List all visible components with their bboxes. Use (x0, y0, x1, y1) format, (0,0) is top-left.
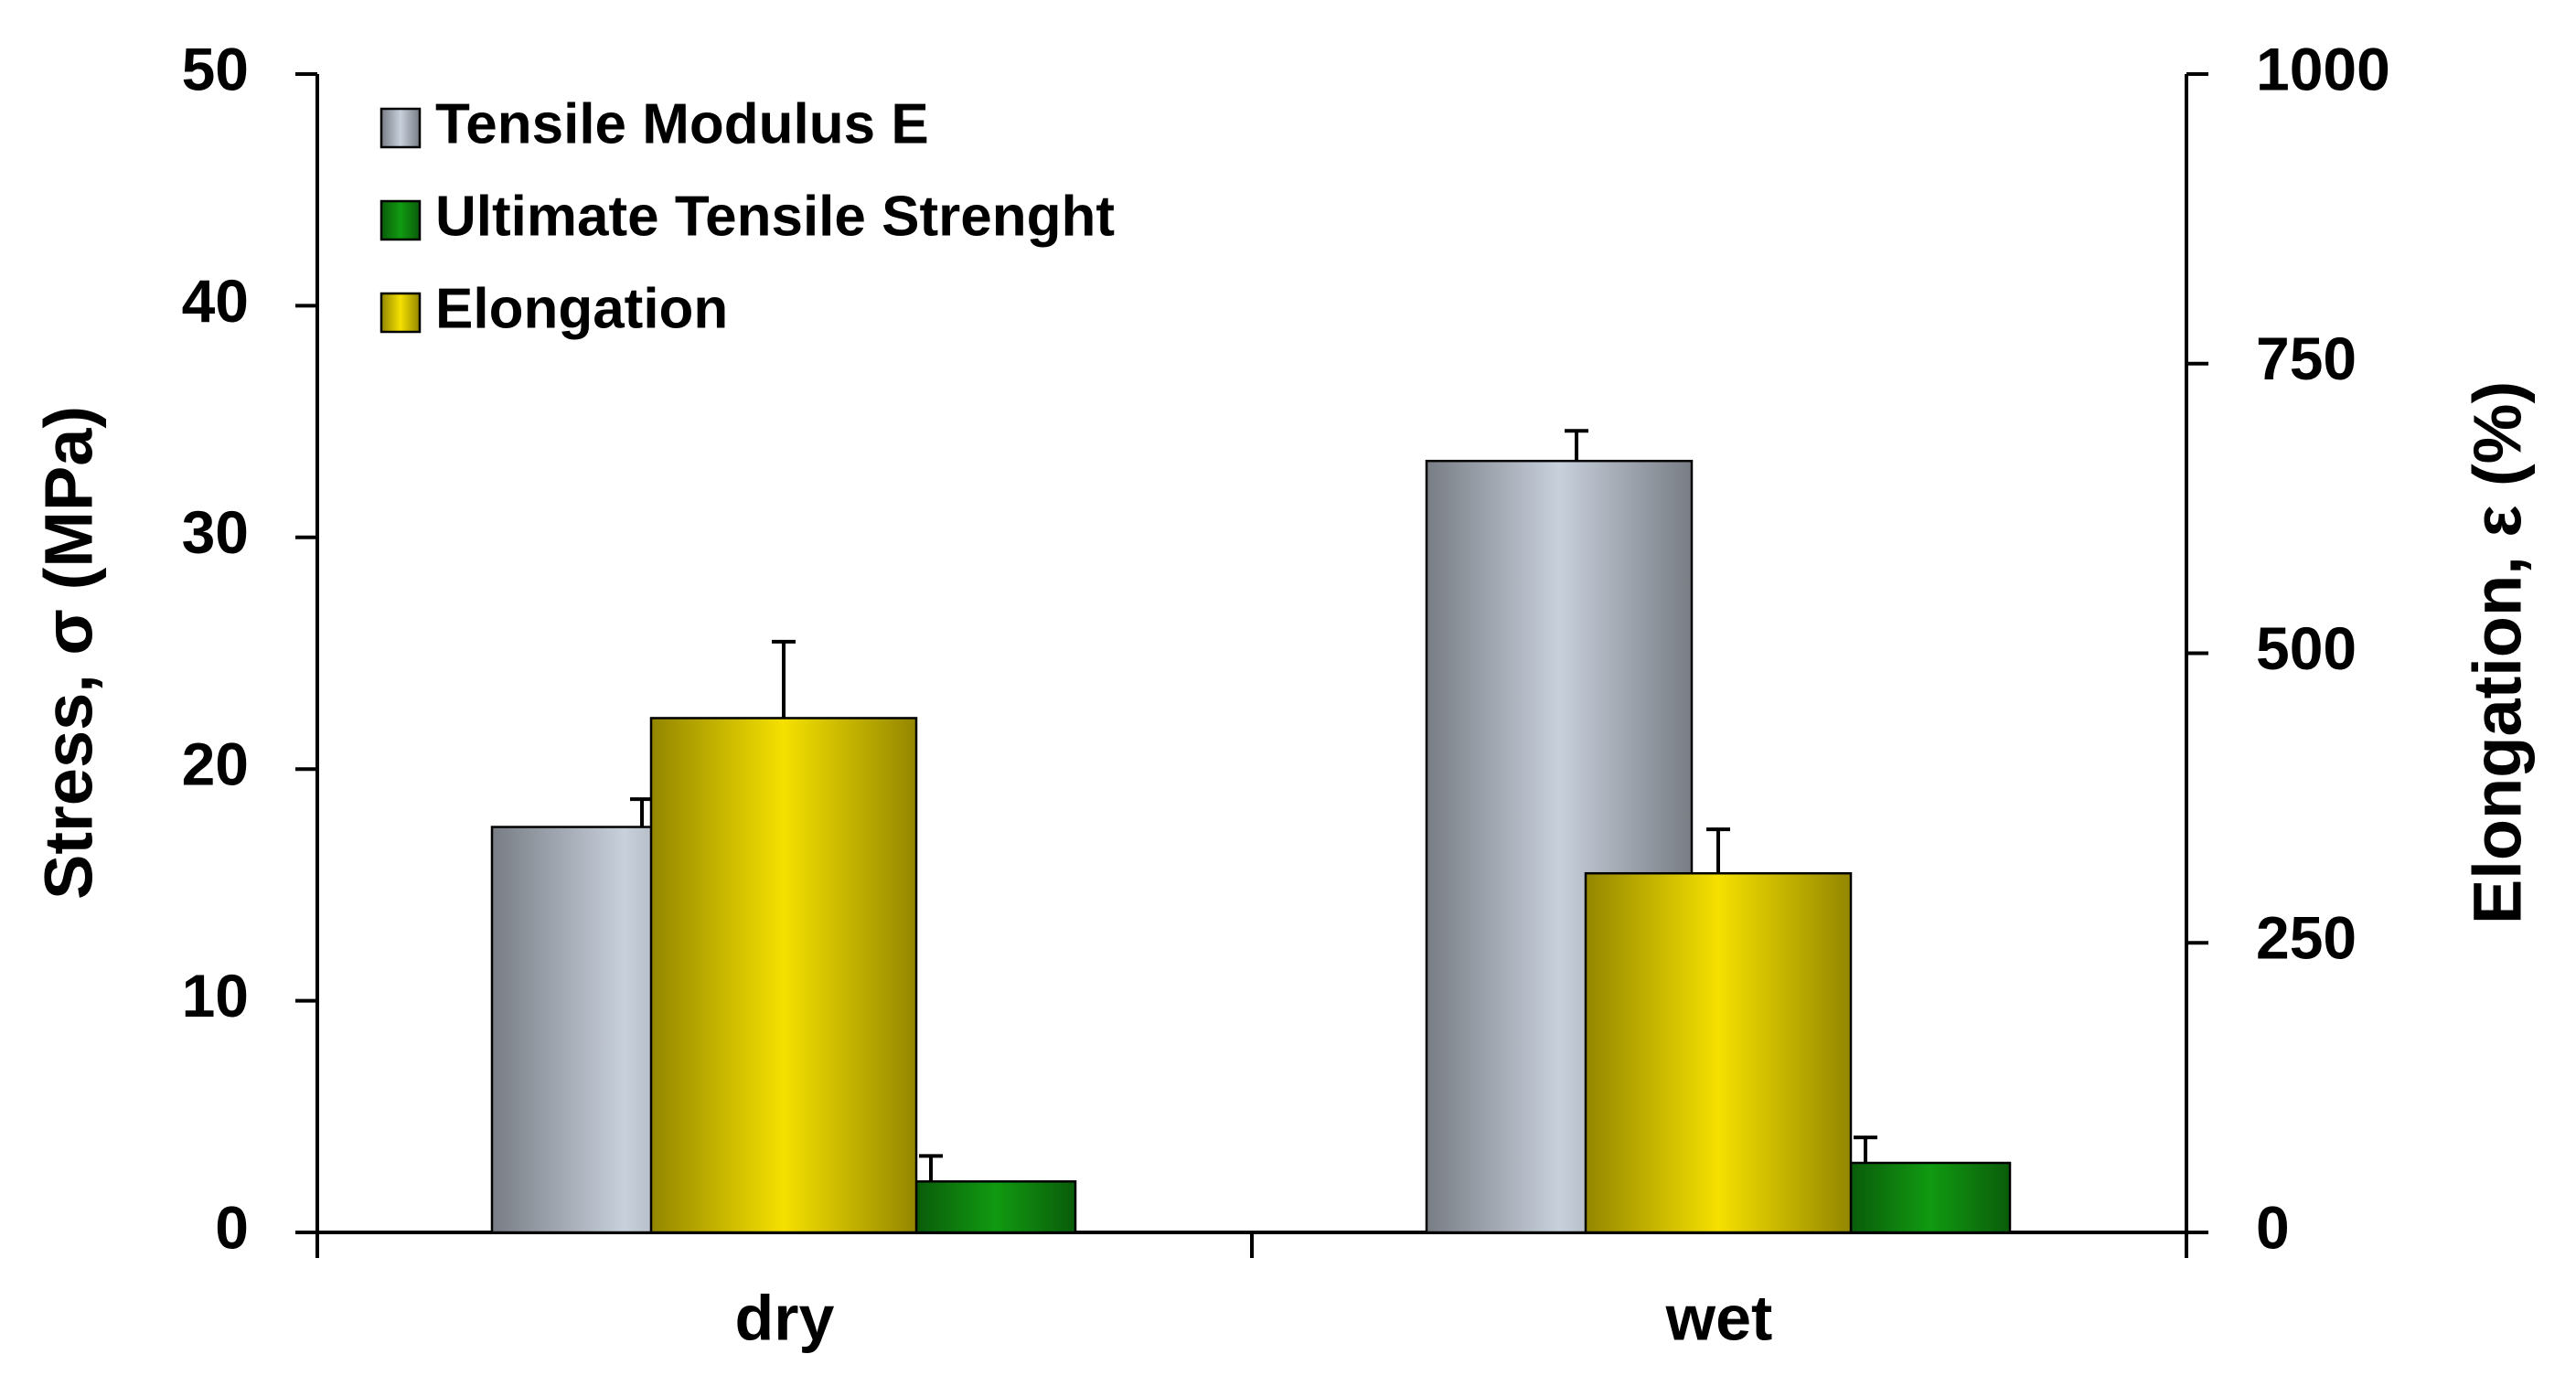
legend-label: Tensile Modulus E (435, 92, 929, 155)
bar (1584, 871, 1853, 1234)
y-tick-label: 20 (182, 730, 249, 798)
y2-axis-title: Elongation, ε (%) (2460, 381, 2536, 924)
y-tick-label: 40 (182, 267, 249, 335)
x-tick-label: dry (735, 1282, 835, 1353)
bar-group (1849, 1135, 2012, 1234)
y2-tick-label: 500 (2256, 614, 2357, 682)
legend-label: Elongation (435, 277, 728, 340)
y2-tick-label: 250 (2256, 904, 2357, 972)
y-tick-label: 10 (182, 962, 249, 1029)
y-tick-label: 0 (215, 1193, 249, 1261)
legend-swatch (379, 292, 422, 334)
bar (914, 1180, 1077, 1234)
bar-group (1584, 827, 1853, 1234)
bar-group (649, 639, 918, 1234)
y2-tick-label: 750 (2256, 325, 2357, 392)
legend-swatch (379, 107, 422, 149)
legend-swatch (379, 199, 422, 241)
legend-label: Ultimate Tensile Strenght (435, 185, 1115, 248)
bar (1849, 1161, 2012, 1234)
x-tick-label: wet (1665, 1282, 1773, 1353)
y2-tick-label: 1000 (2256, 35, 2390, 102)
y-axis-title: Stress, σ (MPa) (31, 406, 107, 900)
y-tick-label: 30 (182, 498, 249, 566)
y-tick-label: 50 (182, 35, 249, 102)
bar-group (914, 1154, 1077, 1234)
bar (649, 717, 918, 1234)
y2-tick-label: 0 (2256, 1193, 2290, 1261)
